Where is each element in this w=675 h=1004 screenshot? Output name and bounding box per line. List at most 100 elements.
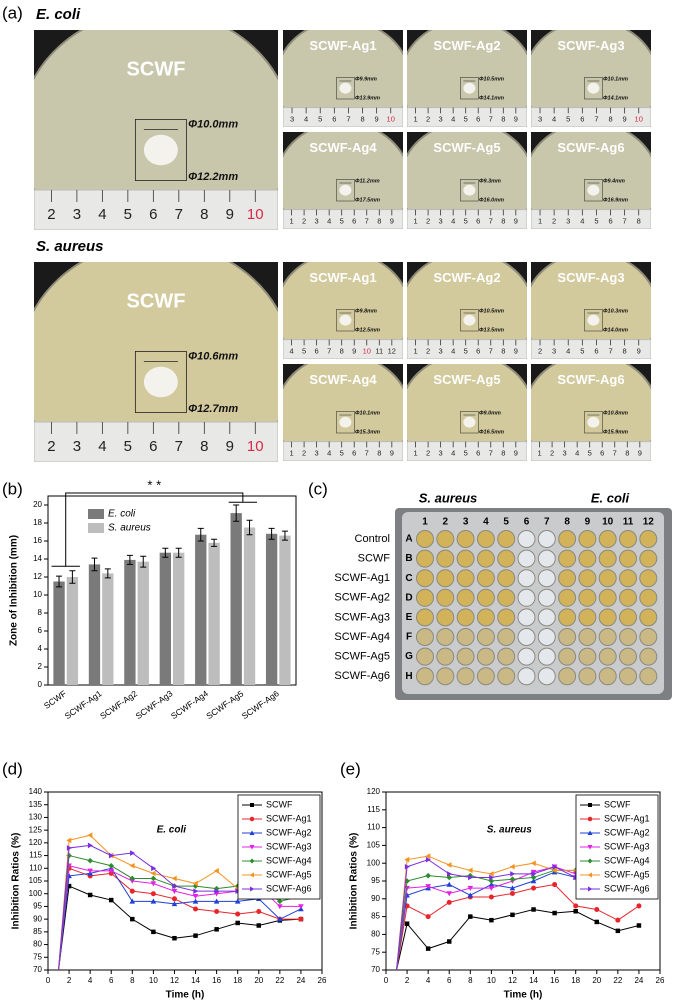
ruler-number: 7 xyxy=(623,217,627,226)
bar xyxy=(243,527,256,685)
petri-photo: 2 3 4 5 6 7 8 9 10 Φ10.6mm Φ12.7mm SCWF xyxy=(34,262,278,462)
marker xyxy=(404,856,410,863)
marker xyxy=(171,875,177,882)
sample-disk xyxy=(339,82,352,94)
measure-outer xyxy=(134,351,187,414)
x-tick-label: 12 xyxy=(508,976,517,985)
ruler-number: 9 xyxy=(390,217,394,226)
sample-disk xyxy=(463,416,476,428)
marker xyxy=(467,885,474,891)
marker xyxy=(489,874,495,881)
marker xyxy=(129,898,136,904)
label-outer: Φ13.5mm xyxy=(479,327,504,333)
petri-photo: 1 2 3 4 5 6 7 8 9 Φ10.5mm Φ14.1mm SCWF-Ag2 xyxy=(407,30,527,127)
petri-dish xyxy=(531,132,651,229)
x-tick-label: 26 xyxy=(318,976,327,985)
label-outer: Φ13.9mm xyxy=(355,95,380,101)
label-inner: Φ10.1mm xyxy=(603,77,628,83)
label-inner: Φ9.3mm xyxy=(479,179,501,185)
well xyxy=(517,628,536,646)
label-outer: Φ14.0mm xyxy=(603,327,628,333)
well xyxy=(578,569,597,588)
marker xyxy=(446,862,452,868)
well xyxy=(639,608,658,627)
y-tick-label: 120 xyxy=(29,838,43,847)
plate-row-letter: B xyxy=(405,553,412,564)
marker xyxy=(214,908,220,915)
plate-column: 10 xyxy=(602,517,614,528)
well xyxy=(537,569,556,588)
well xyxy=(619,647,637,666)
marker xyxy=(468,874,474,881)
marker xyxy=(615,917,621,923)
ruler-number: 9 xyxy=(390,449,394,458)
well xyxy=(517,530,536,548)
error-bar xyxy=(91,557,98,572)
well xyxy=(598,667,617,686)
bar xyxy=(137,561,149,685)
ruler-number: 7 xyxy=(175,206,183,223)
y-tick-label: 110 xyxy=(29,863,42,872)
error-bar xyxy=(140,555,147,568)
well xyxy=(537,549,556,568)
marker xyxy=(66,852,72,859)
plate-row-letter: A xyxy=(405,534,412,545)
ruler-number: 3 xyxy=(439,115,443,124)
marker xyxy=(587,845,593,850)
marker xyxy=(129,888,135,894)
marker xyxy=(531,871,537,877)
marker xyxy=(129,878,136,884)
y-tick-label: 95 xyxy=(33,902,42,911)
petri-photo: 1 2 3 4 5 6 7 8 9 Φ10.5mm Φ13.5mm SCWF-Ag2 xyxy=(407,262,527,359)
well xyxy=(416,569,434,588)
sample-name: SCWF-Ag5 xyxy=(433,140,500,155)
petri-dish xyxy=(407,132,527,229)
sample-name: SCWF-Ag2 xyxy=(433,38,500,53)
well xyxy=(436,667,455,686)
marker xyxy=(87,892,93,898)
marker xyxy=(213,898,220,904)
ruler-number: 5 xyxy=(464,217,468,226)
marker xyxy=(234,898,241,904)
ruler-number: 4 xyxy=(580,217,584,226)
ruler-number: 4 xyxy=(98,438,106,455)
petri-dish xyxy=(283,364,403,461)
sample-disk xyxy=(143,366,178,398)
y-tick-label: 2 xyxy=(38,662,43,671)
well xyxy=(537,628,556,646)
plate-row-label: SCWF-Ag5 xyxy=(334,651,390,663)
ruler-number: 4 xyxy=(575,449,579,458)
plate-column: 2 xyxy=(443,517,449,528)
measure-outer xyxy=(584,411,603,434)
plate-column: 7 xyxy=(544,517,550,528)
well xyxy=(598,588,617,607)
x-tick-label: 8 xyxy=(468,976,473,985)
label-inner: Φ11.2mm xyxy=(355,179,380,185)
ruler-number: 6 xyxy=(352,449,356,458)
well xyxy=(497,530,516,548)
sample-disk xyxy=(463,314,476,326)
bar xyxy=(195,534,207,685)
marker xyxy=(446,939,452,944)
marker xyxy=(488,894,494,900)
bar xyxy=(173,552,185,685)
marker xyxy=(249,830,255,835)
marker xyxy=(150,881,157,887)
marker xyxy=(489,917,494,923)
petri-photo: 2 3 4 5 6 7 8 9 Φ10.3mm Φ14.0mm SCWF-Ag3 xyxy=(531,262,651,359)
ruler-number: 4 xyxy=(98,206,106,223)
y-tick-label: 110 xyxy=(367,823,380,832)
ruler-number: 6 xyxy=(149,206,157,223)
marker xyxy=(573,909,578,914)
sample-disk xyxy=(587,184,600,196)
x-axis-label: Time (h) xyxy=(504,990,543,1001)
marker xyxy=(509,890,515,896)
error-bar xyxy=(175,547,182,558)
marker xyxy=(87,842,93,849)
marker xyxy=(87,832,93,839)
ruler-number: 7 xyxy=(175,438,183,455)
label-inner: Φ10.3mm xyxy=(603,309,628,315)
well xyxy=(639,530,658,548)
ruler-number: 6 xyxy=(580,115,584,124)
petri-dish xyxy=(531,364,651,461)
